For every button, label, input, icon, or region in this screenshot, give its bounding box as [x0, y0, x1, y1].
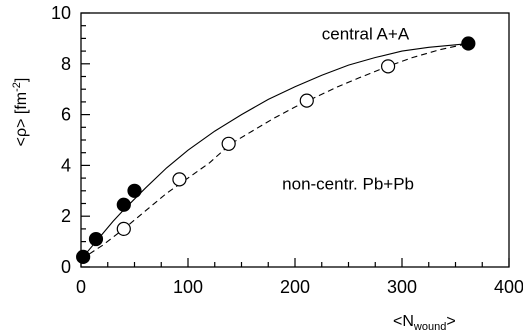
annotation-central: central A+A [322, 25, 410, 44]
open-marker [116, 221, 131, 236]
open-marker [299, 93, 314, 108]
x-tick-label: 0 [76, 277, 86, 297]
plot-frame [80, 12, 510, 268]
filled-marker [127, 183, 142, 198]
labels: central A+A non-centr. Pb+Pb <Nwound> <ρ… [11, 25, 456, 331]
x-axis-title-sub: wound [413, 321, 446, 331]
y-axis-title-end: ] [13, 78, 30, 82]
data-markers [76, 36, 476, 264]
y-tick-label: 8 [61, 54, 71, 74]
y-tick-label: 6 [61, 105, 71, 125]
filled-marker [116, 197, 131, 212]
x-axis-title: <Nwound> [393, 313, 456, 331]
y-axis-title: <ρ> [fm-2] [11, 78, 30, 147]
open-marker [172, 172, 187, 187]
annotation-noncentral: non-centr. Pb+Pb [282, 175, 414, 194]
filled-marker [88, 231, 104, 247]
y-axis-title-main: <ρ> [fm [13, 92, 30, 146]
axes: 0 100 200 300 400 0 2 4 6 8 10 [51, 3, 523, 297]
x-tick-label: 200 [280, 277, 310, 297]
x-tick-label: 300 [387, 277, 417, 297]
y-tick-label: 2 [61, 206, 71, 226]
dashed-curve [80, 42, 469, 260]
y-tick-label: 10 [51, 3, 71, 23]
open-marker [221, 136, 236, 151]
y-tick-label: 4 [61, 155, 71, 175]
filled-marker [76, 249, 91, 264]
solid-curve [80, 42, 469, 260]
x-tick-label: 100 [173, 277, 203, 297]
filled-marker [461, 36, 476, 51]
x-tick-label: 400 [494, 277, 523, 297]
open-marker [380, 59, 396, 74]
fit-curves [80, 42, 469, 260]
x-axis-title-main: <N [393, 313, 414, 330]
y-axis-title-sup: -2 [11, 82, 23, 92]
x-axis-title-end: > [446, 313, 455, 330]
y-tick-label: 0 [61, 257, 71, 277]
